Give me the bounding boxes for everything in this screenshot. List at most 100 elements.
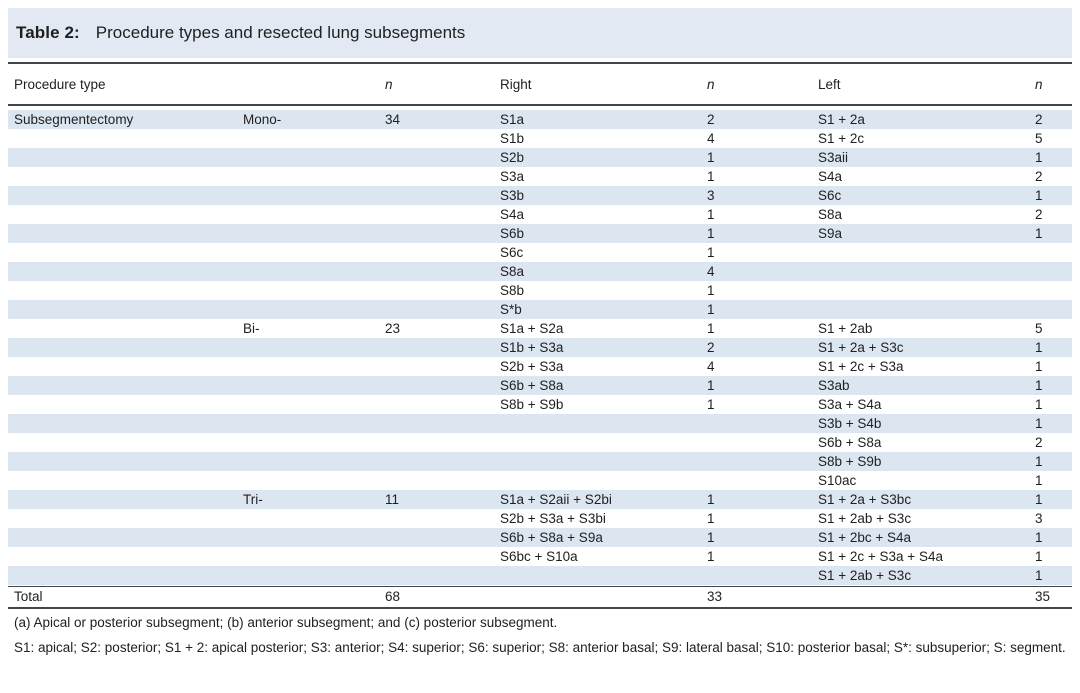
total-label: Total	[14, 589, 43, 604]
table-total-row: Total 68 33 35	[8, 587, 1072, 606]
rule-below-total	[8, 607, 1072, 610]
cell-procedure-subtype	[237, 357, 379, 376]
total-count-all: 68	[385, 589, 401, 604]
table-row: S8b + S9b 1 S3a + S4a 1	[8, 395, 1072, 414]
cell-left-count: 1	[1035, 359, 1043, 374]
cell-left-subsegment: S1 + 2a + S3c	[818, 340, 904, 355]
cell-right-count: 1	[707, 530, 715, 545]
cell-right-count	[701, 414, 812, 433]
cell-procedure-subtype	[237, 433, 379, 452]
cell-left-subsegment: S9a	[818, 226, 843, 241]
column-header-n-right: n	[707, 76, 715, 92]
cell-left-count: 1	[1035, 340, 1043, 355]
cell-procedure-subtype	[237, 566, 379, 585]
cell-left-subsegment: S3a + S4a	[818, 397, 882, 412]
cell-right-subsegment: S6b + S8a + S9a	[500, 530, 603, 545]
cell-procedure-subtype	[237, 471, 379, 490]
cell-procedure-type	[8, 224, 237, 243]
cell-procedure-type	[8, 471, 237, 490]
table-row: S*b 1	[8, 300, 1072, 319]
cell-left-subsegment: S3b + S4b	[818, 416, 882, 431]
cell-right-subsegment: S6b	[500, 226, 525, 241]
table-row: Bi- 23 S1a + S2a 1 S1 + 2ab 5	[8, 319, 1072, 338]
cell-left-count: 1	[1035, 492, 1043, 507]
cell-procedure-subtype	[237, 129, 379, 148]
cell-right-subsegment	[494, 414, 701, 433]
cell-right-count: 2	[707, 340, 715, 355]
cell-subtype-count	[379, 224, 494, 243]
cell-right-count: 1	[707, 283, 715, 298]
cell-procedure-subtype	[237, 186, 379, 205]
cell-right-count: 2	[707, 112, 715, 127]
cell-right-subsegment: S1b + S3a	[500, 340, 564, 355]
table-row: S6b + S8a + S9a 1 S1 + 2bc + S4a 1	[8, 528, 1072, 547]
cell-left-subsegment: S1 + 2a + S3bc	[818, 492, 912, 507]
rule-above-total	[8, 586, 1072, 588]
table-body: Subsegmentectomy Mono- 34 S1a 2 S1 + 2a …	[8, 110, 1072, 585]
cell-left-subsegment	[812, 281, 1029, 300]
cell-procedure-subtype	[237, 243, 379, 262]
cell-left-count: 1	[1035, 226, 1043, 241]
cell-procedure-subtype	[237, 509, 379, 528]
cell-left-subsegment: S3ab	[818, 378, 850, 393]
cell-right-count: 1	[707, 511, 715, 526]
cell-right-subsegment: S8a	[500, 264, 525, 279]
cell-right-count: 1	[707, 397, 715, 412]
cell-right-count	[701, 433, 812, 452]
cell-left-count: 5	[1035, 321, 1043, 336]
cell-procedure-type	[8, 300, 237, 319]
cell-procedure-type	[8, 262, 237, 281]
rule-below-header	[8, 104, 1072, 107]
cell-procedure-subtype	[237, 338, 379, 357]
cell-procedure-type	[8, 547, 237, 566]
table-row: S1b 4 S1 + 2c 5	[8, 129, 1072, 148]
cell-procedure-subtype	[237, 281, 379, 300]
cell-right-count	[701, 452, 812, 471]
cell-procedure-type	[8, 148, 237, 167]
cell-subtype-count	[379, 376, 494, 395]
cell-procedure-type	[8, 452, 237, 471]
cell-subtype-count	[379, 281, 494, 300]
cell-procedure-type	[8, 433, 237, 452]
cell-left-subsegment: S6b + S8a	[818, 435, 882, 450]
cell-right-subsegment	[494, 452, 701, 471]
cell-right-subsegment: S3b	[500, 188, 525, 203]
cell-subtype-count: 34	[385, 112, 401, 127]
cell-left-subsegment: S1 + 2c + S3a	[818, 359, 904, 374]
cell-left-subsegment: S1 + 2c + S3a + S4a	[818, 549, 943, 564]
cell-right-count: 1	[707, 378, 715, 393]
cell-left-count: 1	[1035, 454, 1043, 469]
cell-left-count: 1	[1035, 549, 1043, 564]
cell-procedure-type	[8, 414, 237, 433]
table-row: S10ac 1	[8, 471, 1072, 490]
cell-procedure-type	[8, 528, 237, 547]
cell-left-count: 2	[1035, 112, 1043, 127]
cell-subtype-count	[379, 186, 494, 205]
cell-subtype-count	[379, 205, 494, 224]
cell-procedure-type	[8, 243, 237, 262]
cell-left-count: 3	[1035, 511, 1043, 526]
table-row: S6b + S8a 1 S3ab 1	[8, 376, 1072, 395]
cell-procedure-subtype	[237, 376, 379, 395]
cell-left-count: 2	[1035, 207, 1043, 222]
cell-procedure-subtype	[237, 300, 379, 319]
cell-left-subsegment: S10ac	[818, 473, 857, 488]
cell-right-subsegment: S8b + S9b	[500, 397, 564, 412]
footnote-segment-definitions: S1: apical; S2: posterior; S1 + 2: apica…	[14, 640, 1066, 655]
cell-right-count: 1	[707, 302, 715, 317]
cell-right-subsegment	[494, 433, 701, 452]
table-row: S6c 1	[8, 243, 1072, 262]
cell-procedure-subtype: Mono-	[243, 112, 282, 127]
table-row: S6b + S8a 2	[8, 433, 1072, 452]
cell-procedure-subtype	[237, 452, 379, 471]
cell-procedure-subtype	[237, 224, 379, 243]
cell-procedure-subtype	[237, 205, 379, 224]
cell-procedure-type	[8, 376, 237, 395]
cell-left-count: 2	[1035, 435, 1043, 450]
column-header-right: Right	[500, 76, 532, 92]
cell-right-subsegment: S1a	[500, 112, 525, 127]
column-header-n-left: n	[1035, 76, 1043, 92]
cell-right-count: 1	[707, 549, 715, 564]
table-row: S6b 1 S9a 1	[8, 224, 1072, 243]
